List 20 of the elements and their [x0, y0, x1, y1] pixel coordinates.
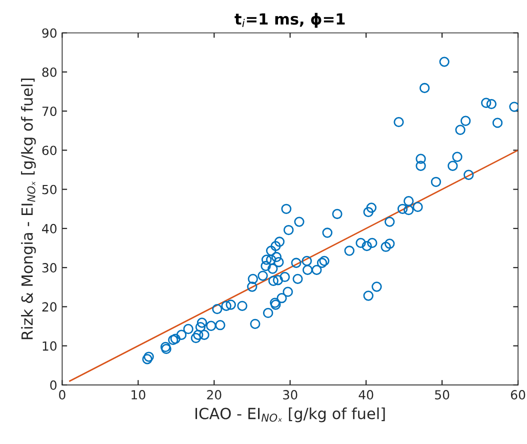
y-tick-label: 80 — [42, 67, 56, 77]
y-tick-label: 50 — [42, 184, 56, 194]
x-axis-title: ICAO - EI$_{NOₓ}$ [g/kg of fuel] — [196, 407, 385, 422]
y-tick-label: 90 — [42, 28, 56, 38]
x-tick-label: 40 — [358, 390, 374, 400]
y-tick-label: 20 — [42, 302, 56, 312]
x-tick-label: 10 — [132, 390, 146, 400]
x-tick-label: 20 — [207, 390, 222, 400]
y-tick-label: 0 — [50, 380, 56, 390]
y-tick-label: 70 — [42, 106, 56, 116]
y-axis-title: Rizk & Mongia - EI$_{NOₓ}$ [g/kg of fuel] — [21, 78, 36, 340]
x-tick-label: 50 — [435, 390, 450, 400]
y-tick-label: 60 — [42, 146, 56, 156]
chart-title: t$_{i}$=1 ms, ϕ=1 — [234, 12, 345, 28]
x-tick-label: 60 — [510, 390, 526, 400]
y-tick-label: 30 — [42, 263, 56, 273]
y-tick-label: 10 — [42, 341, 56, 351]
x-tick-label: 30 — [283, 390, 298, 400]
x-tick-label: 0 — [59, 390, 66, 400]
y-tick-label: 40 — [42, 224, 56, 234]
